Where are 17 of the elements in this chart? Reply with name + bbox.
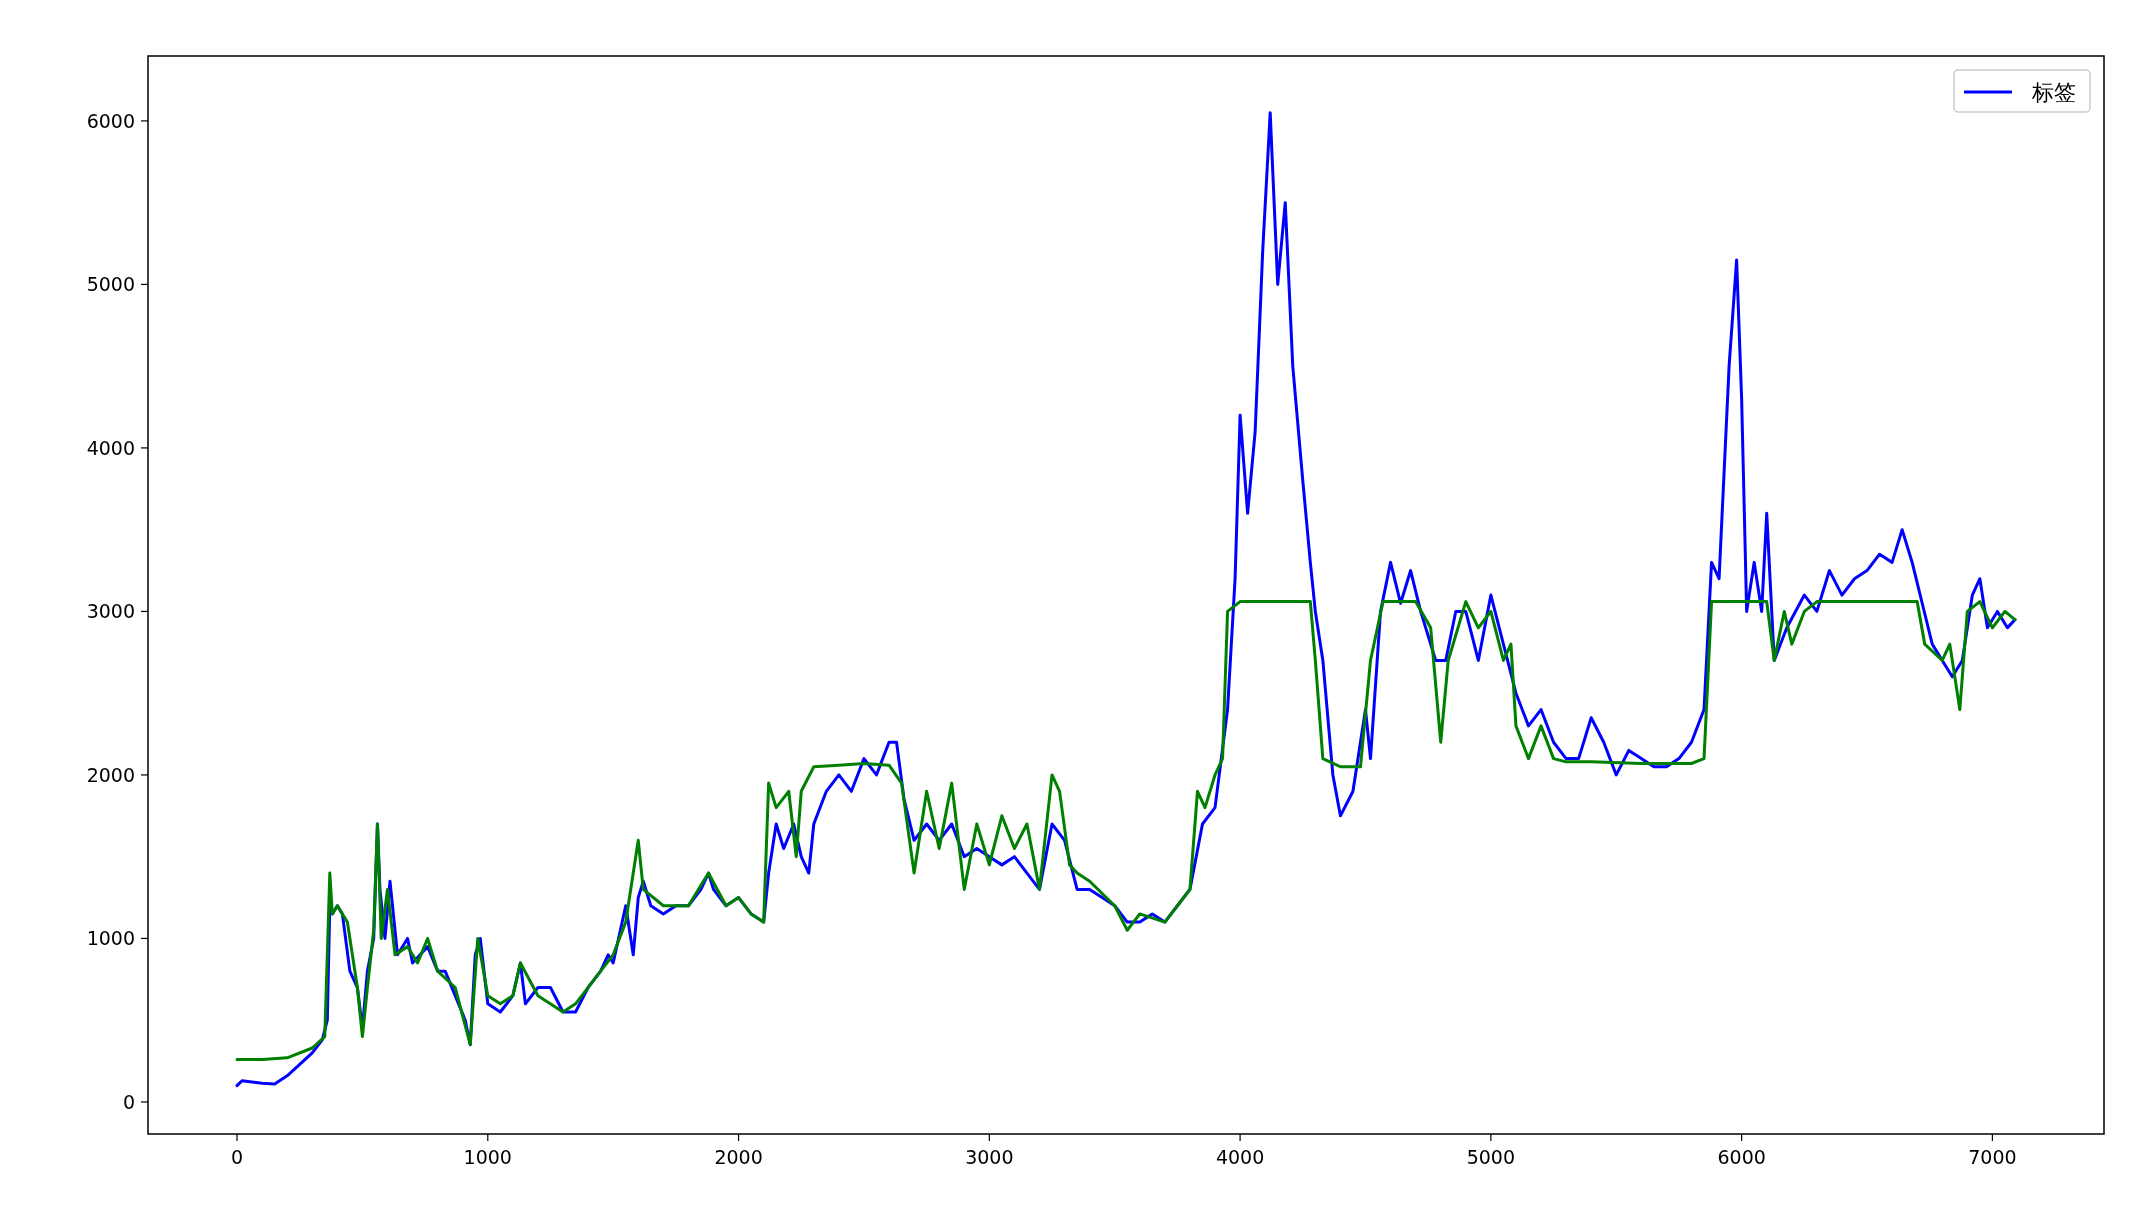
y-tick-label: 1000 — [86, 927, 135, 950]
x-tick-label: 0 — [230, 1146, 244, 1168]
x-tick-label: 4000 — [1215, 1146, 1265, 1168]
x-tick-label: 6000 — [1717, 1146, 1766, 1168]
y-tick-label: 4000 — [86, 436, 135, 459]
x-tick-label: 1000 — [463, 1146, 512, 1168]
x-tick-label: 2000 — [714, 1146, 763, 1168]
y-tick-label: 5000 — [86, 273, 135, 296]
y-tick-label: 3000 — [86, 600, 135, 623]
y-tick-label: 6000 — [86, 109, 135, 132]
legend-label: 标签 — [2031, 80, 2076, 105]
legend: 标签 — [1953, 69, 2091, 113]
x-tick-label: 3000 — [965, 1146, 1014, 1168]
x-tick-label: 5000 — [1466, 1146, 1516, 1168]
y-tick-label: 0 — [122, 1090, 135, 1113]
y-tick-label: 2000 — [86, 763, 135, 786]
x-tick-label: 7000 — [1968, 1146, 2017, 1168]
